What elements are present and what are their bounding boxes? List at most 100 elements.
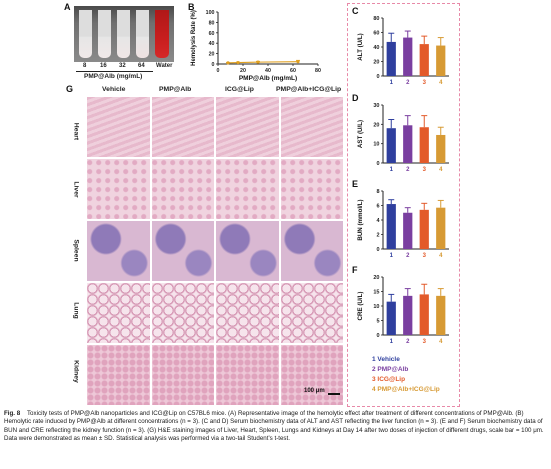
y-axis-label: BUN (mmol/L) bbox=[357, 199, 364, 240]
y-tick-label: 20 bbox=[373, 60, 379, 66]
y-axis-label: ALT (U/L) bbox=[357, 33, 364, 60]
tube-axis-line bbox=[76, 71, 153, 72]
he-image-lung-1 bbox=[86, 282, 151, 344]
x-tick-label: 2 bbox=[406, 253, 410, 259]
bar-1 bbox=[386, 301, 396, 335]
conc-label-8: 8 bbox=[83, 63, 87, 69]
row-lung: Lung bbox=[72, 302, 80, 319]
panel-f-label: F bbox=[352, 265, 358, 275]
y-axis-label: Hemolysis Rate (%) bbox=[191, 10, 197, 66]
he-image-spleen-1 bbox=[86, 220, 151, 282]
data-point bbox=[226, 61, 230, 65]
bar-4 bbox=[436, 134, 446, 163]
he-image-heart-1 bbox=[86, 96, 151, 158]
y-tick-label: 10 bbox=[373, 304, 379, 310]
he-image-lung-2 bbox=[150, 282, 215, 344]
y-tick-label: 0 bbox=[376, 74, 379, 80]
he-image-kidney-1 bbox=[86, 344, 151, 406]
bar-1 bbox=[386, 204, 396, 249]
y-axis-label: AST (U/L) bbox=[357, 120, 364, 148]
tube-8 bbox=[79, 10, 92, 58]
bar-3 bbox=[419, 127, 429, 163]
panel-g-label: G bbox=[66, 84, 74, 94]
caption-title: Fig. 8 bbox=[4, 410, 21, 417]
hemolysis-photo bbox=[74, 6, 174, 62]
y-tick-label: 30 bbox=[373, 103, 379, 109]
x-tick-label: 60 bbox=[290, 68, 296, 74]
column-pmp-alb: PMP@Alb bbox=[159, 86, 192, 93]
x-tick-label: 3 bbox=[423, 167, 427, 173]
legend-item-pmp-alb: 2 PMP@Alb bbox=[372, 366, 409, 373]
y-tick-label: 2 bbox=[376, 233, 379, 239]
conc-label-water: Water bbox=[156, 63, 173, 69]
histology-row-labels: Heart Liver Spleen Lung Kidney bbox=[70, 96, 86, 406]
y-tick-label: 60 bbox=[373, 31, 379, 37]
x-tick-label: 0 bbox=[217, 68, 220, 74]
scalebar-line bbox=[328, 393, 340, 395]
y-tick-label: 40 bbox=[209, 41, 215, 47]
he-image-liver-4 bbox=[279, 158, 344, 220]
he-image-heart-3 bbox=[215, 96, 280, 158]
y-tick-label: 20 bbox=[373, 275, 379, 281]
y-tick-label: 6 bbox=[376, 204, 379, 210]
he-image-spleen-2 bbox=[150, 220, 215, 282]
y-tick-label: 60 bbox=[209, 31, 215, 37]
data-point bbox=[256, 60, 260, 64]
x-tick-label: 3 bbox=[423, 253, 427, 259]
group-legend: 1 Vehicle 2 PMP@Alb 3 ICG@Lip 4 PMP@Alb+… bbox=[372, 355, 458, 395]
y-tick-label: 5 bbox=[376, 319, 379, 325]
x-tick-label: 1 bbox=[390, 167, 394, 173]
y-axis-label: CRE (U/L) bbox=[357, 292, 364, 321]
y-tick-label: 80 bbox=[373, 16, 379, 22]
x-tick-label: 1 bbox=[390, 339, 394, 345]
conc-label-64: 64 bbox=[138, 63, 145, 69]
he-image-liver-1 bbox=[86, 158, 151, 220]
bar-3 bbox=[419, 209, 429, 249]
y-tick-label: 80 bbox=[209, 20, 215, 26]
histology-grid bbox=[86, 96, 344, 406]
y-tick-label: 4 bbox=[376, 218, 380, 224]
x-tick-label: 1 bbox=[390, 80, 394, 86]
tube-32 bbox=[117, 10, 130, 58]
conc-label-32: 32 bbox=[119, 63, 126, 69]
row-liver: Liver bbox=[72, 181, 80, 198]
he-image-kidney-2 bbox=[150, 344, 215, 406]
bar-4 bbox=[436, 45, 446, 76]
y-tick-label: 10 bbox=[373, 142, 379, 148]
y-tick-label: 8 bbox=[376, 189, 379, 195]
tube-16 bbox=[98, 10, 111, 58]
alt-chart: 0 20 40 60 80 ALT (U/L) 1 2 3 4 bbox=[357, 16, 449, 86]
panel-a-xlabel: PMP@Alb (mg/mL) bbox=[84, 73, 143, 80]
x-tick-label: 2 bbox=[406, 80, 410, 86]
row-spleen: Spleen bbox=[72, 239, 80, 262]
y-tick-label: 100 bbox=[206, 10, 215, 16]
conc-label-16: 16 bbox=[100, 63, 107, 69]
bar-3 bbox=[419, 294, 429, 335]
panel-b-label: B bbox=[188, 2, 195, 12]
legend-item-combo: 4 PMP@Alb+ICG@Lip bbox=[372, 386, 440, 393]
bar-4 bbox=[436, 207, 446, 249]
column-vehicle: Vehicle bbox=[102, 86, 126, 93]
y-tick-label: 15 bbox=[373, 290, 379, 296]
bun-chart: 0 2 4 6 8 BUN (mmol/L) 1 2 3 4 bbox=[357, 189, 449, 259]
caption-text: Toxicity tests of PMP@Alb nanoparticles … bbox=[4, 410, 544, 442]
row-kidney: Kidney bbox=[72, 360, 80, 383]
legend-item-icg-lip: 3 ICG@Lip bbox=[372, 376, 406, 383]
bar-1 bbox=[386, 128, 396, 163]
data-point bbox=[236, 60, 240, 65]
x-tick-label: 3 bbox=[423, 339, 427, 345]
he-image-spleen-3 bbox=[215, 220, 280, 282]
he-image-spleen-4 bbox=[279, 220, 344, 282]
bar-2 bbox=[403, 295, 413, 335]
column-combo: PMP@Alb+ICG@Lip bbox=[276, 86, 342, 93]
panel-e-label: E bbox=[352, 179, 359, 189]
panel-a-label: A bbox=[64, 2, 71, 12]
biochemistry-frame bbox=[347, 3, 460, 407]
he-image-heart-4 bbox=[279, 96, 344, 158]
he-image-lung-3 bbox=[215, 282, 280, 344]
y-tick-label: 0 bbox=[376, 247, 379, 253]
y-tick-label: 0 bbox=[376, 333, 379, 339]
x-tick-label: 1 bbox=[390, 253, 394, 259]
hemolysis-rate-chart: 0 20 40 60 80 100 0 20 40 60 80 PMP@Alb (mg/mL) Hemo… bbox=[191, 10, 321, 82]
bar-3 bbox=[419, 44, 429, 76]
